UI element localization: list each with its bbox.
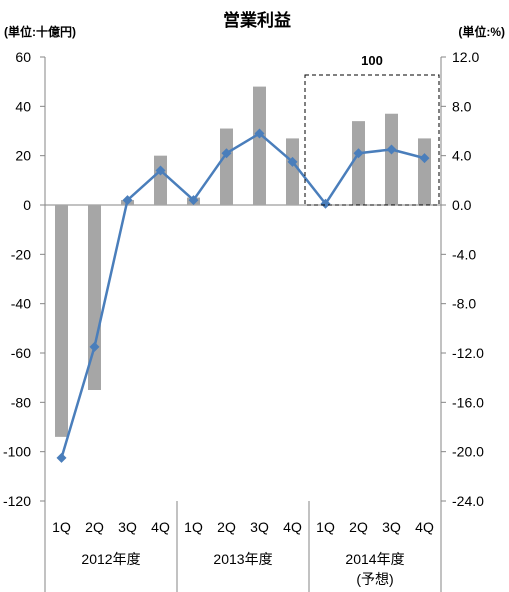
plot-frame (40, 56, 446, 592)
group-label: 2013年度 (213, 551, 272, 567)
left-tick-label: -40 (11, 296, 31, 312)
category-label: 1Q (316, 519, 335, 535)
right-tick-label: 0.0 (452, 197, 472, 213)
line-point (320, 198, 331, 209)
category-label: 2Q (85, 519, 104, 535)
group-label: 2012年度 (81, 551, 140, 567)
category-label: 4Q (283, 519, 302, 535)
left-tick-label: -120 (3, 493, 31, 509)
left-tick-label: 40 (15, 98, 31, 114)
line-point (287, 156, 298, 167)
line-point (56, 452, 67, 463)
line-path (60, 132, 425, 459)
category-label: 4Q (415, 519, 434, 535)
group-sublabel: (予想) (356, 571, 393, 587)
left-tick-label: 60 (15, 49, 31, 65)
category-label: 4Q (151, 519, 170, 535)
chart-title: 営業利益 (223, 10, 291, 30)
left-tick-label: -80 (11, 394, 31, 410)
line-point (122, 195, 133, 206)
category-label: 3Q (382, 519, 401, 535)
bar (418, 138, 431, 205)
left-tick-label: -100 (3, 444, 31, 460)
line-point (254, 128, 265, 139)
bar (88, 205, 101, 390)
group-label: 2014年度 (345, 551, 404, 567)
bar (286, 138, 299, 205)
forecast-box (304, 74, 440, 206)
category-label: 3Q (250, 519, 269, 535)
left-tick-label: -20 (11, 246, 31, 262)
right-tick-label: 12.0 (452, 49, 479, 65)
bar (154, 155, 167, 205)
line-point (353, 148, 364, 159)
right-tick-label: -24.0 (452, 493, 484, 509)
line-point (386, 144, 397, 155)
line-series (56, 128, 430, 463)
forecast-label: 100 (361, 53, 383, 68)
category-label: 1Q (184, 519, 203, 535)
right-tick-label: 8.0 (452, 98, 472, 114)
line-point (188, 195, 199, 206)
bar-series (55, 86, 431, 437)
bar (385, 113, 398, 205)
left-axis-unit: (単位:十億円) (4, 24, 76, 39)
bar (352, 121, 365, 205)
category-label: 3Q (118, 519, 137, 535)
bar (253, 86, 266, 205)
bar (55, 205, 68, 437)
right-tick-label: -16.0 (452, 394, 484, 410)
line-point (155, 165, 166, 176)
right-axis-unit: (単位:%) (458, 24, 505, 39)
bar (220, 128, 233, 205)
category-label: 2Q (217, 519, 236, 535)
line-point (221, 148, 232, 159)
category-label: 1Q (52, 519, 71, 535)
axis-labels: 60 40 20 0 -20 -40 -60 -80 -100 -120 12.0 8.0 4.0 0.0… (3, 49, 484, 587)
left-tick-label: -60 (11, 345, 31, 361)
right-tick-label: -8.0 (452, 296, 476, 312)
right-tick-label: -4.0 (452, 246, 476, 262)
line-point (419, 153, 430, 164)
left-tick-label: 20 (15, 148, 31, 164)
left-tick-label: 0 (23, 197, 31, 213)
forecast-annotation: 100 (304, 53, 440, 206)
right-tick-label: -12.0 (452, 345, 484, 361)
line-point (89, 341, 100, 352)
right-tick-label: -20.0 (452, 444, 484, 460)
category-label: 2Q (349, 519, 368, 535)
right-tick-label: 4.0 (452, 148, 472, 164)
